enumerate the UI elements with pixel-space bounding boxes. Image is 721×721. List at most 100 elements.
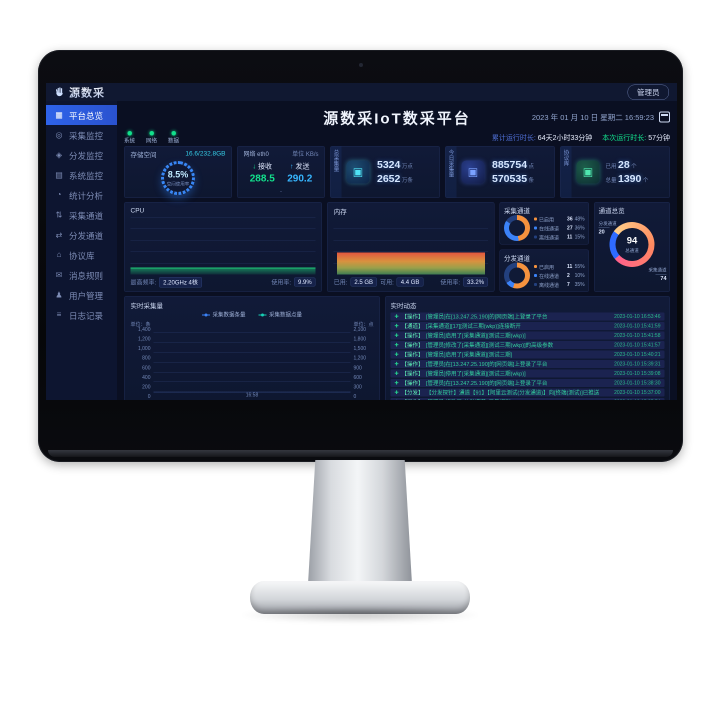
- sidebar-item-logs[interactable]: ≡ 日志记录: [46, 305, 117, 325]
- topbar: 源数采 管理员: [46, 83, 677, 101]
- plus-icon[interactable]: ✚: [394, 332, 399, 339]
- activity-row[interactable]: ✚【操作】[管理员]修改了[分发通道][采集规则(16)]2023-01-10 …: [390, 398, 665, 400]
- legend-item: 已启用 36 48%: [534, 215, 585, 223]
- total-channels-label: 总通道: [625, 248, 639, 253]
- plus-icon[interactable]: ✚: [394, 389, 399, 396]
- plus-icon[interactable]: ✚: [394, 342, 399, 348]
- network-recv: ↓ 接收 288.5: [249, 162, 275, 184]
- sidebar-item-label: 采集通道: [69, 211, 103, 221]
- monitor-stand-base: [250, 581, 470, 614]
- sidebar-item-collect-monitor[interactable]: ◎ 采集监控: [46, 125, 117, 145]
- activity-row[interactable]: ✚ 【操作】 [管理员]在[13.247.25.190]的[网页端]上登录了平台 20…: [390, 379, 665, 387]
- plus-icon[interactable]: ✚: [394, 380, 399, 386]
- arrows-leftright-icon: ⇄: [55, 231, 63, 240]
- plus-icon[interactable]: ✚: [394, 313, 399, 320]
- main-content: 源数采IoT数采平台 2023 年 01 月 10 日 星期二 16:59:23: [117, 101, 677, 400]
- green-dot-icon: [171, 130, 176, 136]
- webcam-icon: [358, 63, 363, 67]
- today-collect-card: 今日采集量 ▣ 885754 点 570535 条: [445, 146, 555, 198]
- sidebar-item-collect-channel[interactable]: ⇅ 采集通道: [46, 205, 117, 225]
- total-count: 1390: [618, 173, 642, 185]
- sidebar-item-dispatch-channel[interactable]: ⇄ 分发通道: [46, 225, 117, 245]
- monitor-stand-neck: [308, 460, 412, 584]
- activity-row[interactable]: ✚ 【分发】 【分发探针】通道【91】【阿里云测试(分发通道)】向[终端(测试)]已…: [390, 388, 665, 397]
- channel-overview-title: 通道总览: [598, 207, 625, 215]
- y-axis-left: 单位：条 1,400 1,200 1,000 800 600 400: [130, 322, 151, 400]
- vertical-label: 总采集量: [330, 146, 342, 198]
- sidebar-item-platform-overview[interactable]: ▦ 平台总览: [46, 105, 117, 125]
- collect-callout: 采集通道 74: [648, 267, 667, 282]
- legend-points[interactable]: 采集数据点量: [258, 311, 302, 319]
- plus-icon[interactable]: ✚: [394, 399, 401, 400]
- sidebar-item-label: 分发通道: [69, 231, 103, 241]
- system-panel-icon: ▤: [55, 171, 63, 180]
- realtime-chart-panel: 实时采集量 采集数据条量 采集数据点量 单位：条 1,400: [124, 296, 380, 400]
- realtime-title: 实时采集量: [130, 302, 164, 310]
- sidebar-item-label: 日志记录: [69, 311, 103, 321]
- dashboard: 源数采 管理员 ▦ 平台总览 ◎ 采集监控 ◈: [46, 83, 677, 400]
- arrows-updown-icon: ⇅: [55, 211, 63, 220]
- collect-donut-chart: [504, 215, 531, 241]
- legend-records[interactable]: 采集数据条量: [201, 311, 245, 319]
- sidebar-item-label: 平台总览: [69, 111, 103, 121]
- sidebar-item-protocol-library[interactable]: ⌂ 协议库: [46, 245, 117, 265]
- user-icon: ♟: [55, 291, 63, 300]
- kpi-cards-row: 存储空间 16.6/232.8GB 8.5% 空间使用率: [124, 146, 670, 198]
- dispatch-donut-chart: [504, 262, 531, 289]
- line-marker-icon: [201, 313, 210, 317]
- legend-dot-icon: [534, 217, 538, 221]
- admin-user-button[interactable]: 管理员: [627, 84, 669, 100]
- monitor-eye-icon: ◎: [55, 131, 63, 140]
- cpu-chart: [130, 217, 316, 275]
- legend-dot-icon: [534, 283, 538, 286]
- vertical-label: 协议库: [560, 146, 572, 198]
- storage-caption: 空间使用率: [166, 181, 190, 187]
- sidebar-item-system-monitor[interactable]: ▤ 系统监控: [46, 165, 117, 185]
- page-title: 源数采IoT数采平台: [323, 110, 471, 128]
- calendar-icon[interactable]: [659, 111, 670, 123]
- activity-row[interactable]: ✚ 【操作】 [管理员]在[13.247.25.190]的[网页端]上登录了平台 20…: [390, 360, 665, 368]
- sidebar-item-message-rules[interactable]: ✉ 消息规则: [46, 265, 117, 285]
- library-house-icon: ⌂: [56, 250, 62, 260]
- vertical-label: 今日采集量: [445, 146, 457, 198]
- network-send: ↑ 发送 290.2: [287, 162, 313, 184]
- plus-icon[interactable]: ✚: [394, 323, 399, 329]
- cpu-usage-value: 9.9%: [294, 277, 316, 287]
- legend-item: 离线通道 11 15%: [534, 233, 585, 241]
- sidebar-item-user-management[interactable]: ♟ 用户管理: [46, 285, 117, 305]
- session-runtime-label: 本次运行时长:: [602, 133, 647, 142]
- runtime-info: 累计运行时长: 64天2小时33分钟 本次运行时长: 57分钟: [492, 133, 670, 143]
- memory-usage-value: 33.2%: [463, 277, 489, 287]
- arrow-up-icon: ↑: [290, 162, 294, 170]
- total-collect-card: 总采集量 ▣ 5324 万点 2652 万条: [330, 146, 440, 198]
- dispatch-channels-panel: 分发通道 已启用 11 55% 在线通道 2 10% 离线通道 7 35%: [499, 249, 590, 292]
- activity-row[interactable]: ✚ 【通道】 [采集通道][17][测试三期(wkp)]连接断开 2023-01-10…: [390, 322, 665, 330]
- plus-icon[interactable]: ✚: [394, 361, 399, 367]
- cpu-usage-area: [130, 267, 316, 275]
- session-runtime-value: 57分钟: [648, 133, 670, 142]
- sidebar-item-dispatch-monitor[interactable]: ◈ 分发监控: [46, 145, 117, 165]
- recv-value: 288.5: [249, 173, 275, 184]
- memory-chart: [333, 219, 489, 275]
- plus-icon[interactable]: ✚: [394, 351, 399, 358]
- plus-icon[interactable]: ✚: [394, 370, 399, 377]
- activity-row[interactable]: ✚ 【操作】 [管理员]启用了[采集通道][测试三期(wkp)] 2023-01-10…: [390, 331, 665, 340]
- status-row: 系统 网络 数据 累计运行时长: 64天2小时33分钟 本次运: [124, 130, 670, 145]
- storage-title: 存储空间: [130, 151, 157, 159]
- memory-panel: 内存 已用: 2.5 GB 可用: 4.4 GB 使用率: 33.2%: [327, 202, 495, 292]
- activity-row[interactable]: ✚ 【操作】 [管理员]在[13.247.25.190]的[网页端]上登录了平台 20…: [390, 312, 665, 321]
- memory-free-value: 4.4 GB: [396, 277, 424, 287]
- overview-grid-icon: ▦: [55, 111, 63, 120]
- storage-capacity: 16.6/232.8GB: [185, 149, 226, 158]
- dispatch-diamond-icon: ◈: [55, 151, 63, 160]
- sidebar-item-label: 系统监控: [69, 171, 103, 181]
- database-cube-icon: ▣: [346, 160, 370, 184]
- activity-row[interactable]: ✚ 【操作】 [管理员]停用了[采集通道][测试三期(wkp)] 2023-01-10…: [390, 369, 665, 378]
- sidebar-item-statistics[interactable]: ◔ 统计分析: [46, 185, 117, 205]
- activity-title: 实时动态: [390, 302, 417, 310]
- activity-row[interactable]: ✚ 【操作】 [管理员]启用了[采集通道][测试三期] 2023-01-10 15:4…: [390, 350, 665, 359]
- sidebar: ▦ 平台总览 ◎ 采集监控 ◈ 分发监控 ▤ 系统监控 ◔: [46, 101, 117, 400]
- activity-row[interactable]: ✚ 【操作】 [管理员]修改了[采集通道][测试三期(wkp)]的高级参数 2023-…: [390, 341, 665, 349]
- legend-item: 在线通道 2 10%: [534, 272, 585, 279]
